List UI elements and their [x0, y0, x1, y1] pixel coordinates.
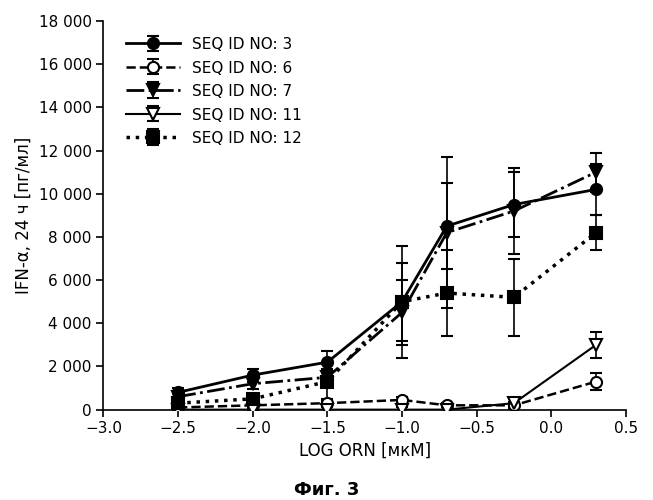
X-axis label: LOG ORN [мкМ]: LOG ORN [мкМ] — [298, 442, 431, 460]
Legend: SEQ ID NO: 3, SEQ ID NO: 6, SEQ ID NO: 7, SEQ ID NO: 11, SEQ ID NO: 12: SEQ ID NO: 3, SEQ ID NO: 6, SEQ ID NO: 7… — [121, 32, 306, 150]
Y-axis label: IFN-α, 24 ч [пг/мл]: IFN-α, 24 ч [пг/мл] — [15, 136, 33, 294]
Text: Фиг. 3: Фиг. 3 — [294, 481, 359, 499]
